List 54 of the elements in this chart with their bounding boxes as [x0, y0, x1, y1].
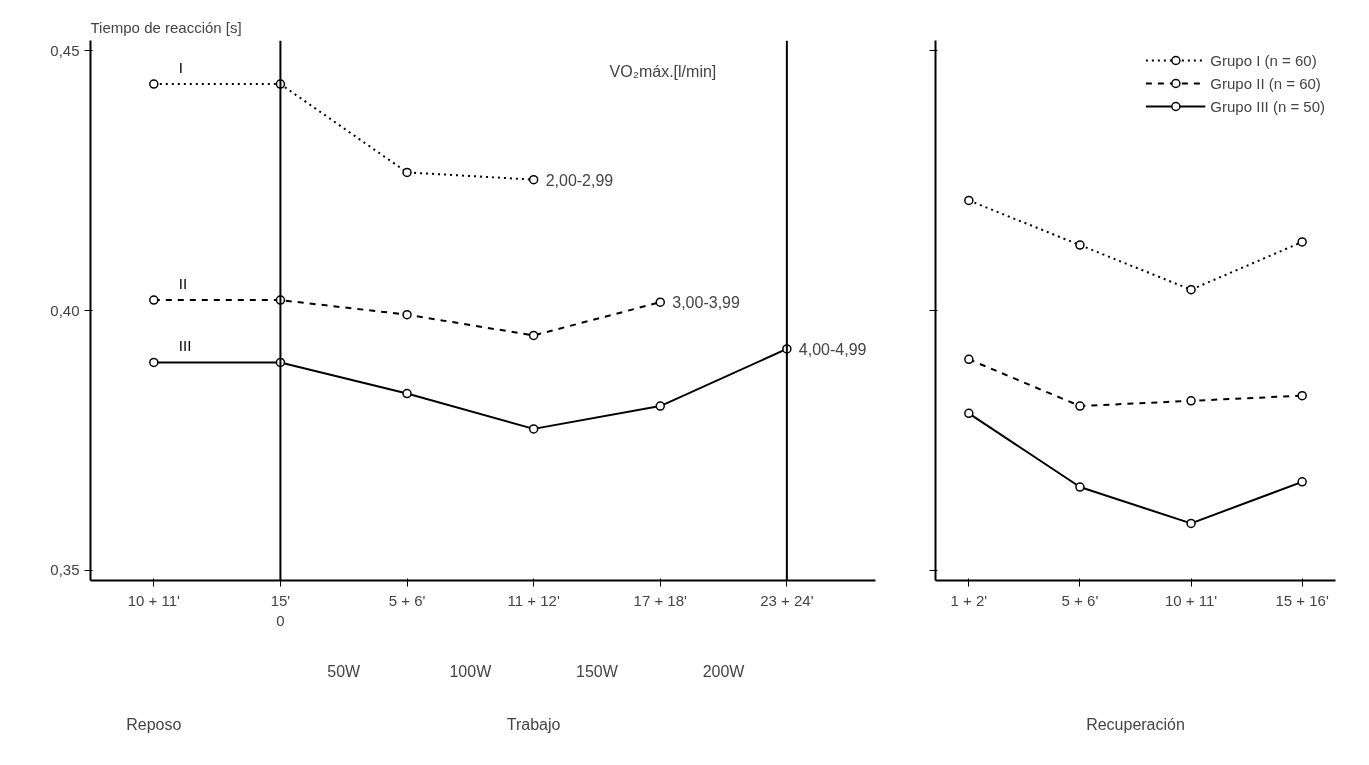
text: Recuperación — [1086, 715, 1185, 733]
x-tick-label: 15 + 16' — [1275, 591, 1329, 609]
point — [1186, 396, 1196, 406]
point — [1075, 240, 1085, 250]
annotation: 4,00-4,99 — [798, 340, 867, 358]
series-label: I — [178, 59, 183, 77]
point — [964, 354, 974, 365]
y-axis-title: Tiempo de reacción [s] — [90, 18, 242, 36]
text: Reposo — [126, 715, 182, 733]
annotation: 2,00-2,99 — [545, 171, 614, 189]
point — [402, 309, 412, 320]
y-tick-label: 0,35 — [50, 561, 80, 579]
point — [1297, 237, 1307, 247]
point — [1186, 284, 1196, 295]
point — [402, 167, 412, 178]
x-tick-label: 10 + 11' — [1164, 591, 1218, 609]
point — [1297, 477, 1307, 487]
x-tick-label: 5 + 6' — [388, 591, 426, 609]
x-tick-label: 23 + 24' — [760, 591, 814, 609]
legend-label: Grupo I (n = 60) — [1210, 51, 1317, 69]
text: 50W — [327, 663, 362, 681]
point — [1297, 390, 1307, 401]
point — [964, 195, 974, 206]
y-tick-label: 0,45 — [50, 41, 80, 59]
text: 100W — [449, 663, 493, 681]
series-label: III — [178, 337, 192, 355]
legend-label: Grupo II (n = 60) — [1210, 74, 1321, 92]
point — [528, 424, 539, 434]
point — [1075, 482, 1085, 492]
point — [149, 79, 159, 89]
point — [149, 295, 159, 305]
legend-label: Grupo III (n = 50) — [1210, 97, 1325, 115]
point — [655, 297, 666, 307]
y-tick-label: 0,40 — [50, 301, 80, 319]
point — [528, 174, 539, 185]
text: 150W — [576, 663, 619, 681]
x-tick-label: 11 + 12' — [507, 591, 560, 609]
point — [1186, 518, 1196, 529]
point — [149, 357, 159, 368]
annotation: 3,00-3,99 — [672, 294, 740, 312]
x-tick-label: 5 + 6' — [1061, 591, 1099, 609]
point — [964, 408, 974, 419]
text: 200W — [702, 663, 746, 681]
x-tick-label: 1 + 2' — [950, 591, 988, 609]
annotation: VO₂máx.[l/min] — [609, 63, 717, 81]
point — [528, 330, 539, 341]
x-tick-label: 10 + 11' — [127, 591, 181, 609]
point — [402, 388, 412, 399]
point — [655, 401, 666, 411]
x-tick-label: 17 + 18' — [633, 591, 688, 609]
text: Trabajo — [506, 715, 561, 733]
series-label: II — [178, 275, 188, 293]
point — [1075, 401, 1085, 411]
x-tick-label: 15' 0 — [270, 591, 291, 629]
